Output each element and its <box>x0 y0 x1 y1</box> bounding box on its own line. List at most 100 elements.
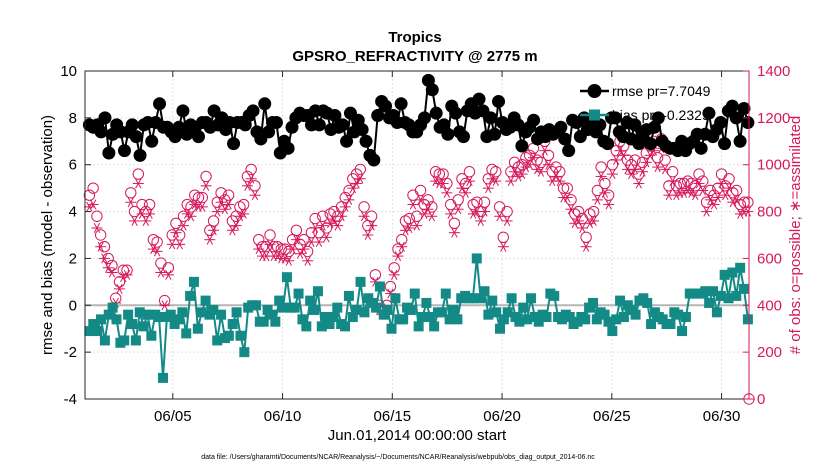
rmse-point <box>608 111 622 125</box>
rmse-point <box>593 118 607 132</box>
rmse-point <box>484 111 498 125</box>
asterisk-stroke <box>225 199 232 210</box>
obs-assimilated-point <box>223 199 235 210</box>
obs-assimilated-point <box>317 220 329 231</box>
bias-point <box>103 309 114 320</box>
obs-assimilated-point <box>95 241 107 252</box>
bias-point <box>278 302 289 313</box>
obs-possible-point <box>587 205 600 218</box>
asterisk-stroke <box>229 225 236 236</box>
obs-possible-point <box>275 243 287 255</box>
asterisk-stroke <box>131 215 138 226</box>
rmse-point <box>449 106 463 120</box>
obs-assimilated-point <box>723 183 735 194</box>
obs-assimilated-point <box>734 208 746 219</box>
obs-assimilated-point <box>610 155 622 166</box>
obs-assimilated-point <box>539 145 551 156</box>
obs-assimilated-point <box>486 173 498 184</box>
obs-assimilated-point <box>561 192 573 203</box>
asterisk-stroke <box>473 206 481 217</box>
obs-possible-point <box>580 231 592 244</box>
obs-assimilated-point <box>290 234 302 245</box>
asterisk-stroke <box>575 215 582 226</box>
bias-point <box>611 314 622 325</box>
obs-possible-point <box>151 236 163 248</box>
bias-point <box>351 304 362 315</box>
bias-point <box>580 314 591 325</box>
rmse-point <box>456 130 470 144</box>
asterisk-stroke <box>89 199 97 210</box>
y-right-tick-label: 600 <box>757 250 782 267</box>
obs-assimilated-point <box>272 251 284 262</box>
rmse-point <box>227 137 241 151</box>
obs-assimilated-point <box>189 199 201 210</box>
asterisk-stroke <box>654 162 661 173</box>
asterisk-stroke <box>394 251 402 262</box>
obs-assimilated-point <box>659 164 671 175</box>
bias-point <box>506 293 517 304</box>
bias-point <box>452 314 463 325</box>
asterisk-stroke <box>176 239 183 250</box>
bias-point <box>599 309 610 320</box>
bias-point <box>487 295 498 306</box>
bias-point <box>212 335 223 346</box>
asterisk-stroke <box>500 241 507 252</box>
obs-assimilated-point <box>91 222 103 233</box>
bias-point <box>398 314 409 325</box>
bias-point <box>421 297 432 308</box>
bias-point <box>231 307 242 318</box>
obs-assimilated-point <box>132 178 144 189</box>
bias-point <box>107 302 118 313</box>
obs-possible-point <box>651 151 664 164</box>
asterisk-stroke <box>191 199 198 210</box>
obs-possible-point <box>742 196 754 208</box>
asterisk-stroke <box>432 176 439 187</box>
asterisk-stroke <box>635 178 642 189</box>
obs-assimilated-point <box>535 166 547 177</box>
bias-point <box>347 312 358 322</box>
obs-assimilated-point <box>712 192 724 203</box>
rmse-point <box>741 116 755 130</box>
rmse-point <box>191 130 205 144</box>
bias-point <box>390 293 401 304</box>
bias-point <box>549 290 560 301</box>
asterisk-stroke <box>293 234 300 245</box>
obs-assimilated-point <box>569 218 581 229</box>
bias-point <box>157 372 168 383</box>
x-tick-label: 06/05 <box>154 408 192 425</box>
bias-point <box>587 297 598 308</box>
obs-assimilated-point <box>460 187 472 198</box>
bias-point <box>111 314 122 325</box>
rmse-point <box>336 118 350 132</box>
obs-assimilated-point <box>159 300 171 311</box>
asterisk-stroke <box>364 229 372 241</box>
asterisk-stroke <box>451 227 458 238</box>
obs-assimilated-point <box>478 206 490 217</box>
y-right-tick-label: 0 <box>757 391 765 408</box>
bias-point <box>735 262 746 273</box>
obs-possible-point <box>542 149 555 162</box>
bias-point <box>405 304 416 315</box>
rmse-point <box>371 109 385 123</box>
obs-possible-point <box>290 224 303 237</box>
obs-assimilated-point <box>527 152 539 163</box>
obs-assimilated-point <box>388 269 400 280</box>
bias-point <box>646 319 657 330</box>
asterisk-stroke <box>522 162 530 173</box>
rmse-point <box>417 111 431 125</box>
obs-assimilated-point <box>196 201 208 212</box>
obs-assimilated-point <box>731 194 743 205</box>
x-tick-label: 06/15 <box>374 408 412 425</box>
obs-assimilated-point <box>144 208 156 219</box>
obs-assimilated-point <box>565 204 577 215</box>
obs-assimilated-point <box>343 194 355 205</box>
obs-assimilated-point <box>204 234 216 245</box>
asterisk-stroke <box>515 171 522 182</box>
rmse-point <box>472 92 486 106</box>
obs-possible-point <box>358 201 370 213</box>
bias-point <box>96 314 107 325</box>
bias-point <box>708 286 719 297</box>
obs-possible-point <box>253 233 265 246</box>
bias-point <box>719 269 730 280</box>
bias-series-group <box>84 253 753 383</box>
